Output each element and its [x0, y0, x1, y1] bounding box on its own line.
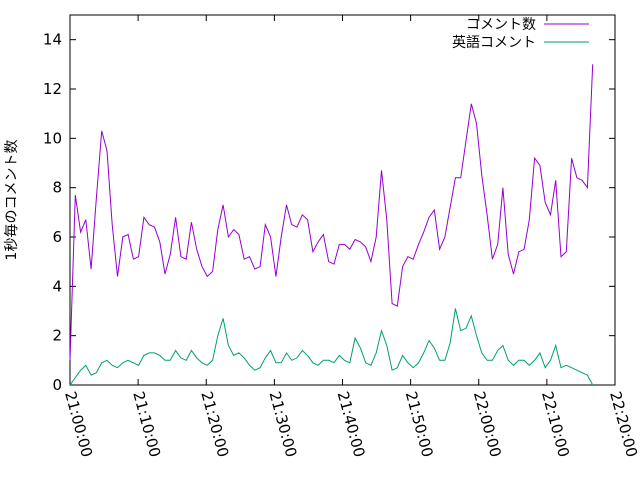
legend-label-1: 英語コメント: [452, 34, 536, 51]
x-tick-label: 21:40:00: [334, 389, 369, 459]
y-tick-label: 10: [43, 129, 62, 147]
y-tick-label: 8: [52, 179, 62, 197]
x-tick-label: 22:10:00: [538, 389, 573, 459]
series-group: [69, 64, 594, 386]
x-tick-label: 22:20:00: [606, 389, 640, 459]
x-tick-label: 21:00:00: [61, 389, 96, 459]
plot-frame: [69, 14, 616, 386]
x-axis: 21:00:00 21:10:00 21:20:00 21:30:00 21:40:00…: [61, 15, 640, 459]
y-tick-label: 4: [52, 277, 62, 295]
y-axis-label: 1秒毎のコメント数: [4, 140, 20, 261]
x-tick-label: 21:50:00: [402, 389, 437, 459]
y-tick-label: 14: [43, 31, 62, 49]
x-tick-label: 21:30:00: [266, 389, 301, 459]
y-tick-label: 6: [52, 228, 62, 246]
x-tick-label: 21:10:00: [129, 389, 164, 459]
series-line-1: [69, 308, 594, 386]
x-tick-label: 21:20:00: [197, 389, 232, 459]
x-tick-label: 22:00:00: [470, 389, 505, 459]
y-tick-label: 12: [43, 80, 62, 98]
legend-label-0: コメント数: [466, 17, 536, 33]
y-axis: 0 2 4 6 8 10 12 14: [43, 31, 615, 394]
series-line-0: [69, 64, 594, 361]
y-tick-label: 2: [52, 327, 62, 345]
y-tick-label: 0: [52, 376, 62, 394]
